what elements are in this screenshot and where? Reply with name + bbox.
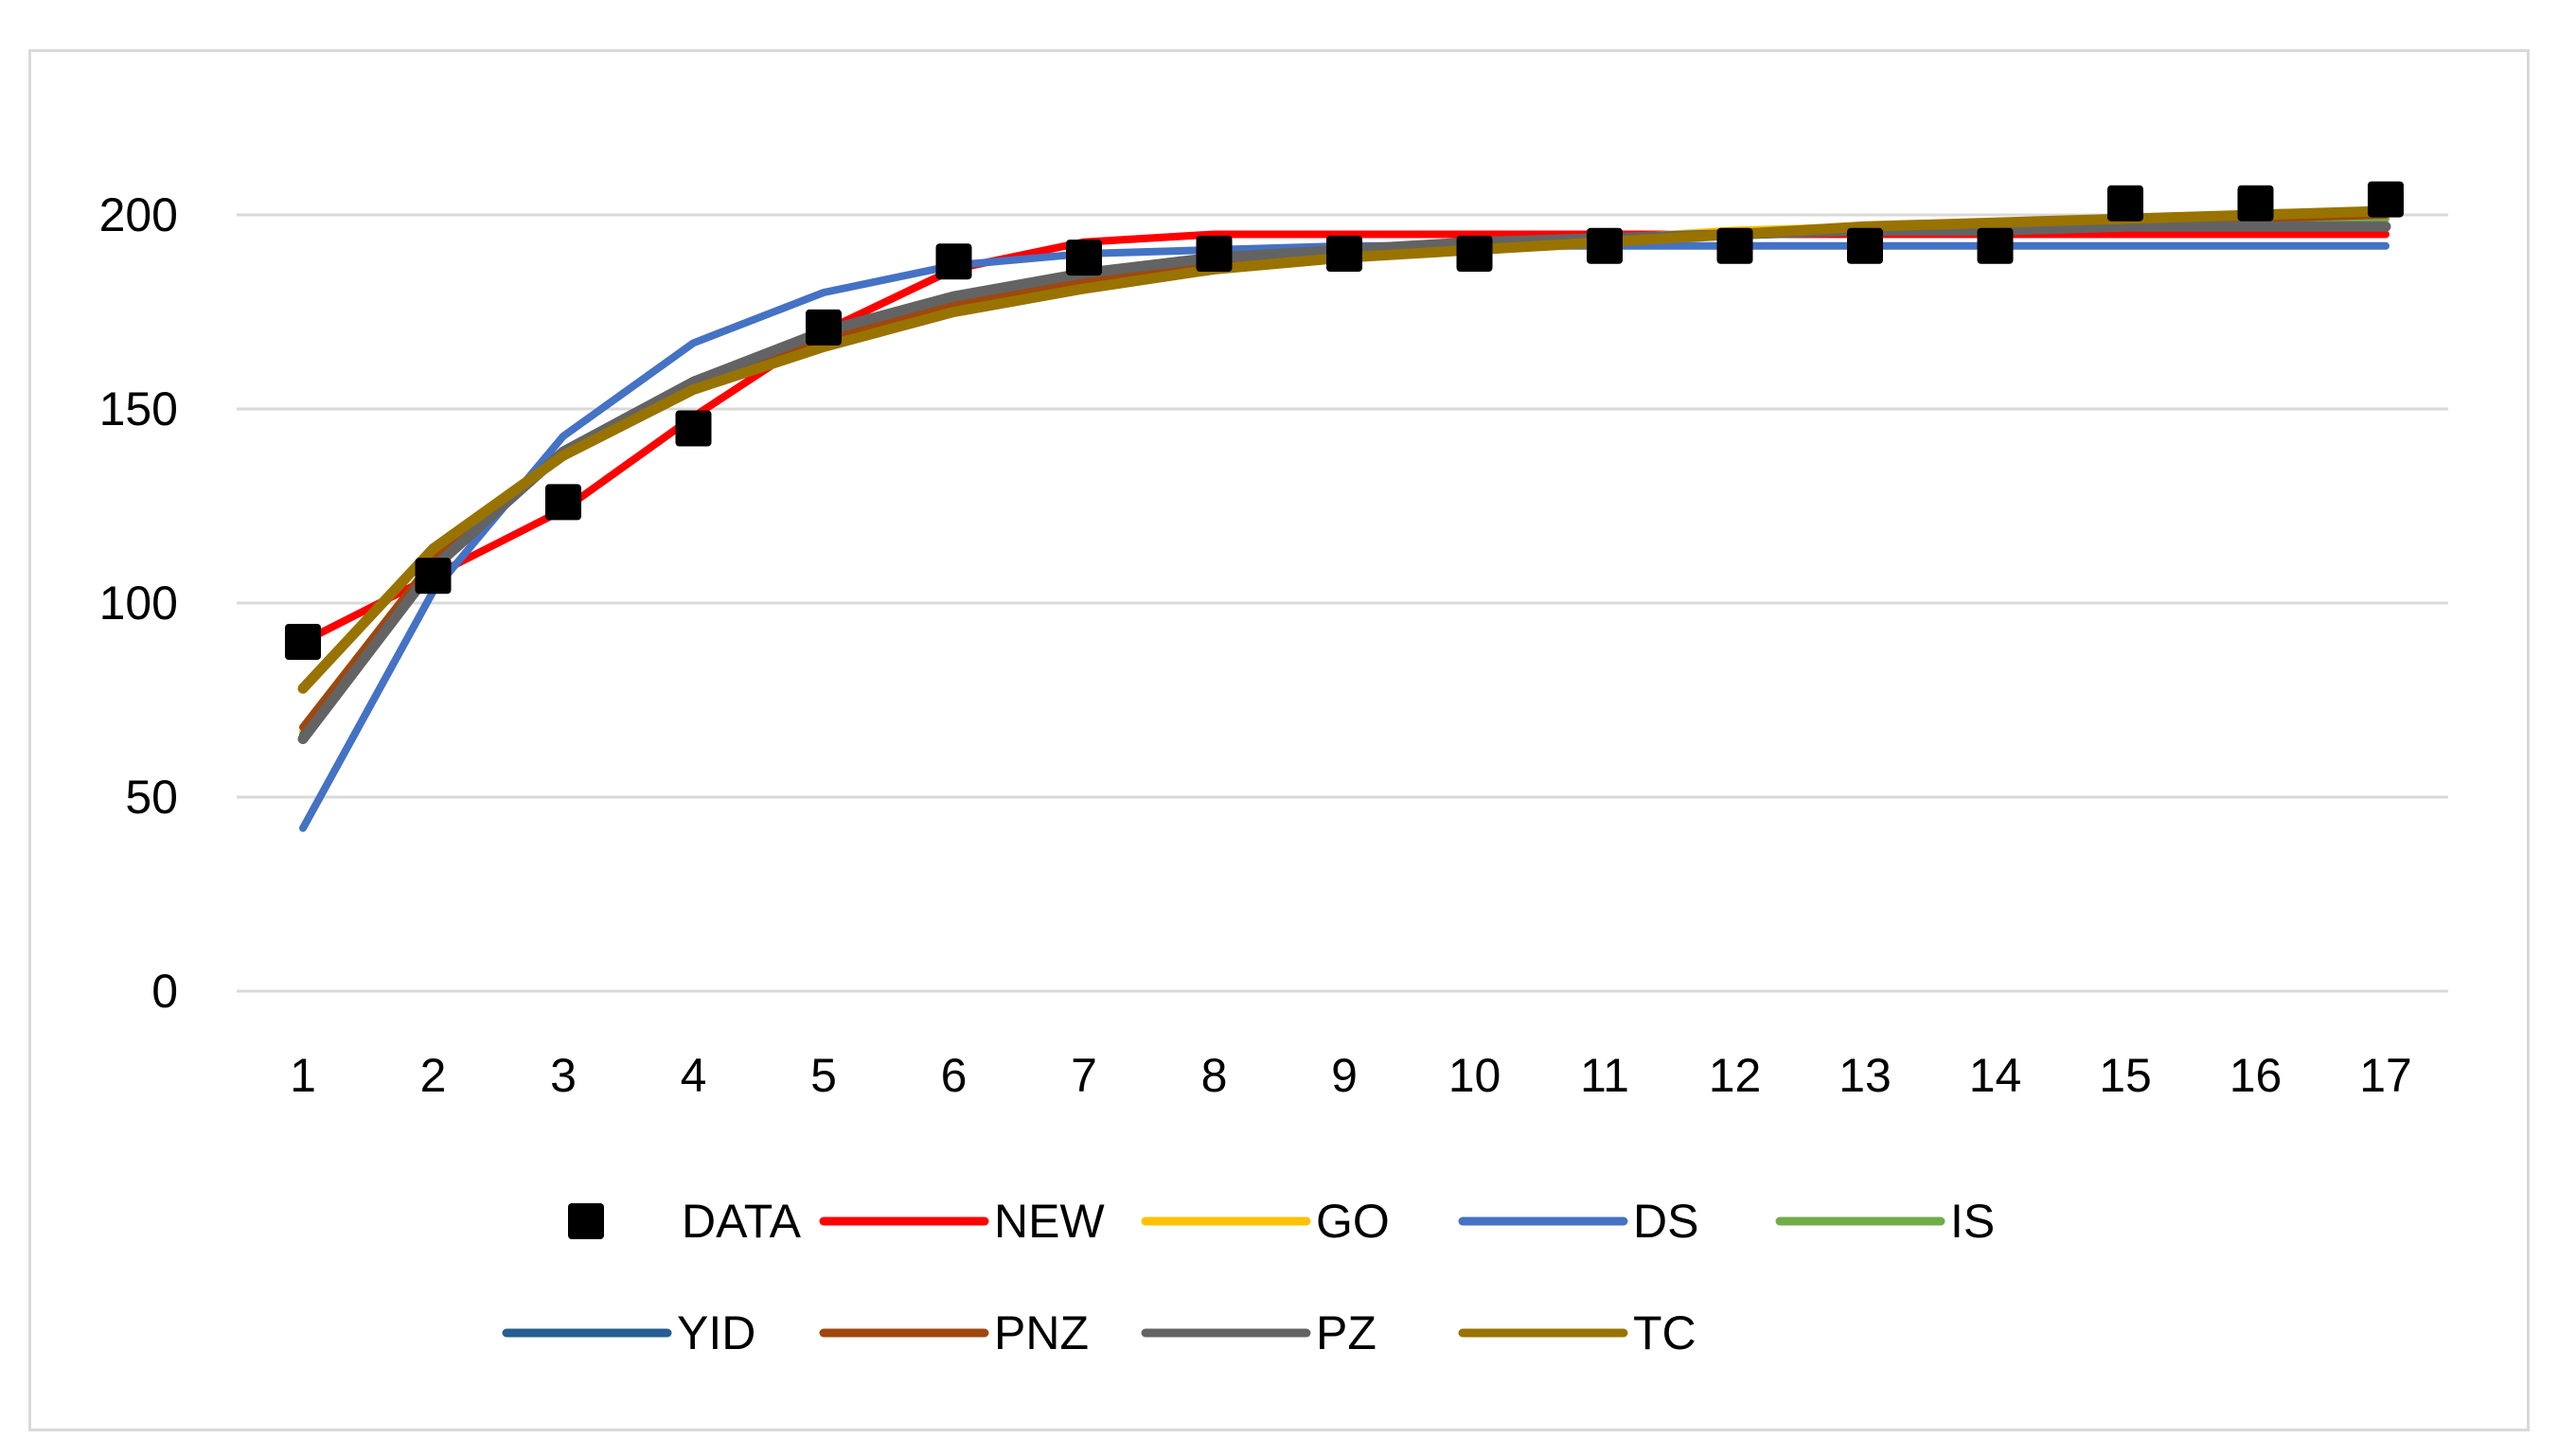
legend-item-pz: PZ bbox=[1141, 1306, 1377, 1359]
y-tick-label: 200 bbox=[99, 188, 178, 241]
gridlines bbox=[237, 213, 2448, 993]
legend-label: PNZ bbox=[994, 1306, 1089, 1359]
x-tick-label: 15 bbox=[2099, 1049, 2152, 1102]
x-tick-label: 7 bbox=[1071, 1049, 1097, 1102]
data-point bbox=[2237, 185, 2274, 222]
x-tick-label: 4 bbox=[681, 1049, 707, 1102]
legend-item-tc: TC bbox=[1458, 1306, 1696, 1359]
data-point bbox=[1456, 236, 1493, 272]
y-axis-tick-labels: 0 50 100 150 200 bbox=[99, 188, 178, 1018]
x-tick-label: 6 bbox=[941, 1049, 968, 1102]
legend-item-ds: DS bbox=[1458, 1195, 1698, 1248]
x-tick-label: 11 bbox=[1580, 1049, 1629, 1102]
legend-item-is: IS bbox=[1775, 1195, 1995, 1248]
legend: DATA NEW GO DS IS YID PNZ PZ TC bbox=[502, 1195, 1995, 1359]
legend-label: YID bbox=[677, 1306, 755, 1359]
data-point bbox=[806, 309, 842, 346]
x-tick-label: 5 bbox=[810, 1049, 837, 1102]
x-tick-label: 13 bbox=[1839, 1049, 1892, 1102]
data-point bbox=[1196, 236, 1233, 272]
chart-frame bbox=[28, 49, 2530, 1431]
x-tick-label: 3 bbox=[550, 1049, 577, 1102]
x-tick-label: 2 bbox=[420, 1049, 447, 1102]
series-line-ds bbox=[299, 241, 2389, 832]
y-tick-label: 150 bbox=[99, 382, 178, 435]
y-tick-label: 50 bbox=[125, 771, 178, 824]
legend-label: NEW bbox=[994, 1195, 1105, 1248]
legend-label: DS bbox=[1633, 1195, 1698, 1248]
legend-item-yid: YID bbox=[502, 1306, 755, 1359]
x-tick-label: 12 bbox=[1709, 1049, 1762, 1102]
series-line-yid bbox=[299, 222, 2389, 739]
legend-label: PZ bbox=[1316, 1306, 1377, 1359]
data-point bbox=[1977, 227, 2014, 264]
series-line-new bbox=[299, 230, 2389, 646]
data-markers bbox=[285, 181, 2404, 660]
data-point bbox=[2107, 185, 2143, 222]
x-tick-label: 16 bbox=[2229, 1049, 2283, 1102]
legend-label: IS bbox=[1950, 1195, 1995, 1248]
x-axis-tick-labels: 1 2 3 4 5 6 7 8 9 10 11 12 13 14 15 16 17 bbox=[290, 1049, 2412, 1102]
series-line-tc bbox=[297, 205, 2391, 694]
data-point bbox=[1066, 240, 1102, 276]
series-line-pz bbox=[297, 221, 2391, 744]
x-tick-label: 1 bbox=[290, 1049, 316, 1102]
data-point bbox=[545, 484, 581, 521]
legend-item-data: DATA bbox=[568, 1195, 802, 1248]
legend-marker bbox=[568, 1203, 604, 1239]
data-point bbox=[285, 624, 321, 660]
legend-label: TC bbox=[1633, 1306, 1696, 1359]
x-tick-label: 10 bbox=[1448, 1049, 1501, 1102]
legend-item-go: GO bbox=[1141, 1195, 1390, 1248]
x-tick-label: 9 bbox=[1331, 1049, 1358, 1102]
data-point bbox=[1716, 227, 1753, 264]
data-point bbox=[2368, 181, 2404, 218]
data-point bbox=[1587, 227, 1623, 264]
data-point bbox=[935, 243, 972, 280]
x-tick-label: 14 bbox=[1969, 1049, 2022, 1102]
legend-item-new: NEW bbox=[819, 1195, 1105, 1248]
legend-item-pnz: PNZ bbox=[819, 1306, 1089, 1359]
x-tick-label: 8 bbox=[1201, 1049, 1228, 1102]
data-point bbox=[415, 558, 452, 595]
data-point bbox=[675, 410, 712, 447]
legend-label: GO bbox=[1316, 1195, 1390, 1248]
series-lines bbox=[297, 205, 2391, 832]
legend-label: DATA bbox=[682, 1195, 802, 1248]
x-tick-label: 17 bbox=[2359, 1049, 2412, 1102]
data-point bbox=[1326, 236, 1362, 272]
y-tick-label: 100 bbox=[99, 577, 178, 630]
y-tick-label: 0 bbox=[151, 965, 178, 1018]
data-point bbox=[1847, 227, 1883, 264]
